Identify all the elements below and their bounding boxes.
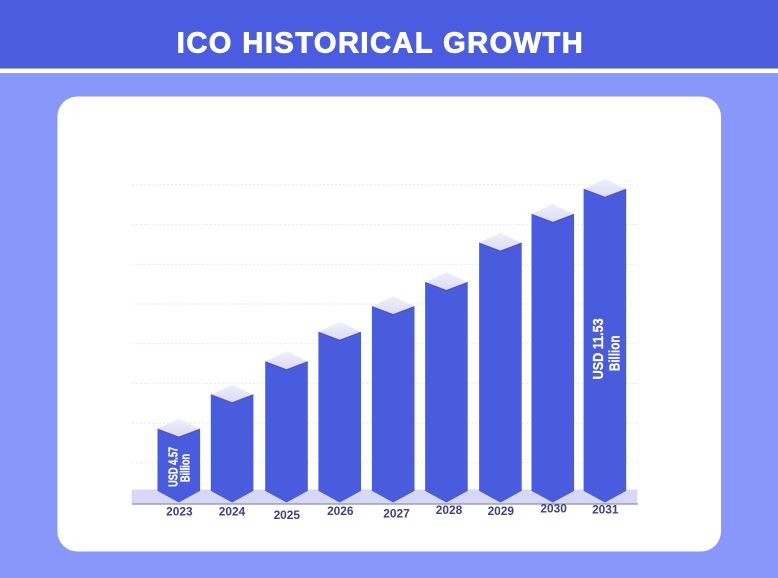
- svg-text:2023: 2023: [166, 504, 193, 518]
- svg-text:2025: 2025: [274, 508, 301, 522]
- svg-text:2028: 2028: [436, 503, 463, 517]
- svg-text:Billion: Billion: [606, 335, 623, 371]
- svg-text:2030: 2030: [540, 502, 567, 516]
- svg-text:2029: 2029: [488, 504, 515, 518]
- svg-text:2031: 2031: [592, 503, 619, 517]
- svg-text:USD 4.57: USD 4.57: [167, 447, 181, 487]
- svg-text:2027: 2027: [383, 507, 410, 521]
- svg-text:USD 11.53: USD 11.53: [589, 318, 606, 379]
- svg-text:ICO HISTORICAL GROWTH: ICO HISTORICAL GROWTH: [177, 27, 584, 59]
- svg-text:Billion: Billion: [179, 454, 193, 482]
- svg-text:2026: 2026: [327, 504, 354, 518]
- svg-text:2024: 2024: [219, 504, 246, 518]
